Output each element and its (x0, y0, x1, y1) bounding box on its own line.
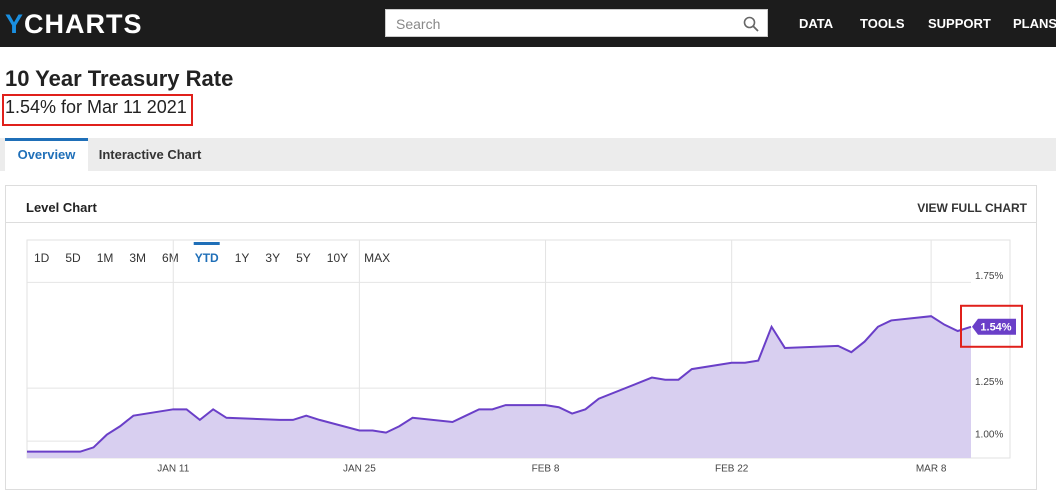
nav-link[interactable]: PLANS (1013, 16, 1056, 31)
range-button[interactable]: 5D (65, 251, 81, 265)
x-tick-label: FEB 22 (715, 464, 749, 475)
value-flag (972, 318, 1016, 335)
page-title: 10 Year Treasury Rate (5, 66, 234, 91)
x-tick-label: FEB 8 (532, 464, 560, 475)
page-subtitle: 1.54% for Mar 11 2021 (5, 97, 187, 117)
view-full-chart[interactable]: VIEW FULL CHART (917, 201, 1027, 215)
logo-mark: Y (5, 9, 25, 39)
panel-title: Level Chart (26, 200, 97, 215)
highlight-box (960, 304, 1023, 348)
line (27, 315, 972, 453)
range-button[interactable]: 5Y (296, 251, 311, 265)
range-button[interactable]: 3Y (265, 251, 280, 265)
search-placeholder: Search (396, 16, 441, 32)
y-tick-label: 1.00% (975, 430, 1003, 441)
search-icon (743, 16, 759, 32)
range-button[interactable]: 3M (129, 251, 146, 265)
area-fill (27, 316, 971, 458)
nav-link[interactable]: DATA (799, 16, 834, 31)
range-button[interactable]: MAX (364, 251, 390, 265)
range-button[interactable]: 1D (34, 251, 50, 265)
logo-text: CHARTS (24, 9, 143, 39)
range-button[interactable]: 1M (97, 251, 114, 265)
tab[interactable]: Overview (5, 138, 88, 171)
divider (6, 222, 1036, 223)
highlight-box (2, 94, 193, 126)
range-active-bar (193, 242, 220, 245)
search-box[interactable]: Search (385, 9, 768, 37)
logo[interactable]: YCHARTS (5, 9, 143, 40)
range-button[interactable]: 6M (162, 251, 179, 265)
nav-bar: YCHARTS Search DATA TOOLS SUPPORT PLANS (0, 0, 1056, 47)
y-tick-label: 1.25% (975, 377, 1003, 388)
x-tick-label: MAR 8 (916, 464, 947, 475)
range-button[interactable]: YTD (195, 251, 219, 265)
range-button[interactable]: 1Y (235, 251, 250, 265)
x-tick-label: JAN 25 (343, 464, 376, 475)
nav-link[interactable]: SUPPORT (928, 16, 991, 31)
tab[interactable]: Interactive Chart (98, 147, 202, 162)
chart-panel: Level Chart VIEW FULL CHART (5, 185, 1037, 490)
y-tick-label: 1.75% (975, 271, 1003, 282)
nav-link[interactable]: TOOLS (860, 16, 905, 31)
x-tick-label: JAN 11 (157, 464, 189, 475)
range-button[interactable]: 10Y (327, 251, 348, 265)
tab-bar: Overview Interactive Chart (0, 138, 1056, 171)
value-flag-label: 1.54% (980, 322, 1011, 334)
